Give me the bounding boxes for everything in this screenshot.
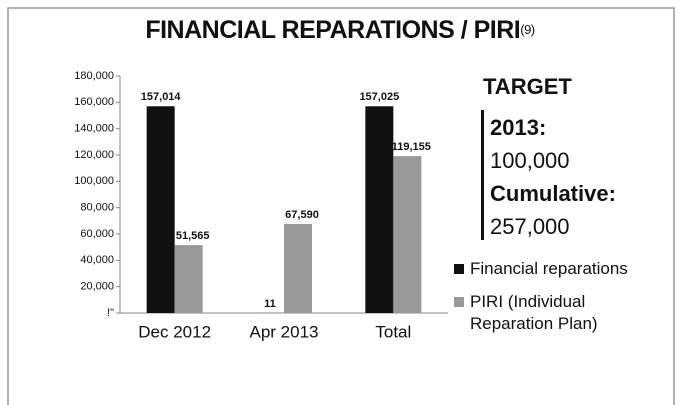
target-cumulative-label: Cumulative: bbox=[490, 181, 616, 206]
target-cumulative-value: 257,000 bbox=[490, 214, 570, 239]
y-tick-label: !" bbox=[107, 307, 114, 319]
chart-title-group: FINANCIAL REPARATIONS / PIRI(9) bbox=[145, 16, 534, 44]
y-tick-label: 20,000 bbox=[80, 281, 114, 293]
target-heading: TARGET bbox=[483, 74, 572, 99]
legend-swatch bbox=[454, 297, 464, 307]
legend-label: PIRI (Individual Reparation Plan) bbox=[470, 292, 598, 333]
y-tick-label: 180,000 bbox=[74, 70, 114, 82]
legend-entry: PIRI (Individual Reparation Plan) bbox=[470, 292, 598, 333]
chart-title: FINANCIAL REPARATIONS / PIRI bbox=[145, 16, 520, 44]
legend-entry: Financial reparations bbox=[470, 259, 628, 278]
target-year-label: 2013: bbox=[490, 115, 546, 140]
y-tick-label: 80,000 bbox=[80, 202, 114, 214]
y-tick-label: 100,000 bbox=[74, 175, 114, 187]
y-tick-label: 160,000 bbox=[74, 96, 114, 108]
bar bbox=[146, 106, 175, 314]
legend-label: Financial reparations bbox=[470, 259, 628, 278]
target-year-value: 100,000 bbox=[490, 148, 570, 173]
x-tick-label: Total bbox=[375, 322, 411, 341]
y-tick-label: 40,000 bbox=[80, 254, 114, 266]
x-tick-label: Apr 2013 bbox=[250, 322, 319, 341]
x-tick-label: Dec 2012 bbox=[138, 322, 211, 341]
y-tick-label: 140,000 bbox=[74, 123, 114, 135]
value-label: 157,025 bbox=[359, 91, 399, 103]
y-tick-label: 120,000 bbox=[74, 149, 114, 161]
value-label: 157,014 bbox=[141, 91, 182, 103]
value-label: 11 bbox=[264, 298, 276, 310]
value-label: 119,155 bbox=[392, 141, 431, 153]
frame bbox=[7, 7, 675, 405]
bar bbox=[365, 106, 394, 313]
legend-swatch bbox=[454, 264, 464, 274]
bar bbox=[393, 156, 422, 313]
target-bar bbox=[481, 110, 484, 240]
bar bbox=[174, 245, 203, 313]
title-note: (9) bbox=[520, 22, 535, 37]
y-tick-label: 60,000 bbox=[80, 228, 114, 240]
value-label: 51,565 bbox=[176, 230, 210, 242]
bar bbox=[284, 224, 312, 313]
value-label: 67,590 bbox=[285, 209, 319, 221]
